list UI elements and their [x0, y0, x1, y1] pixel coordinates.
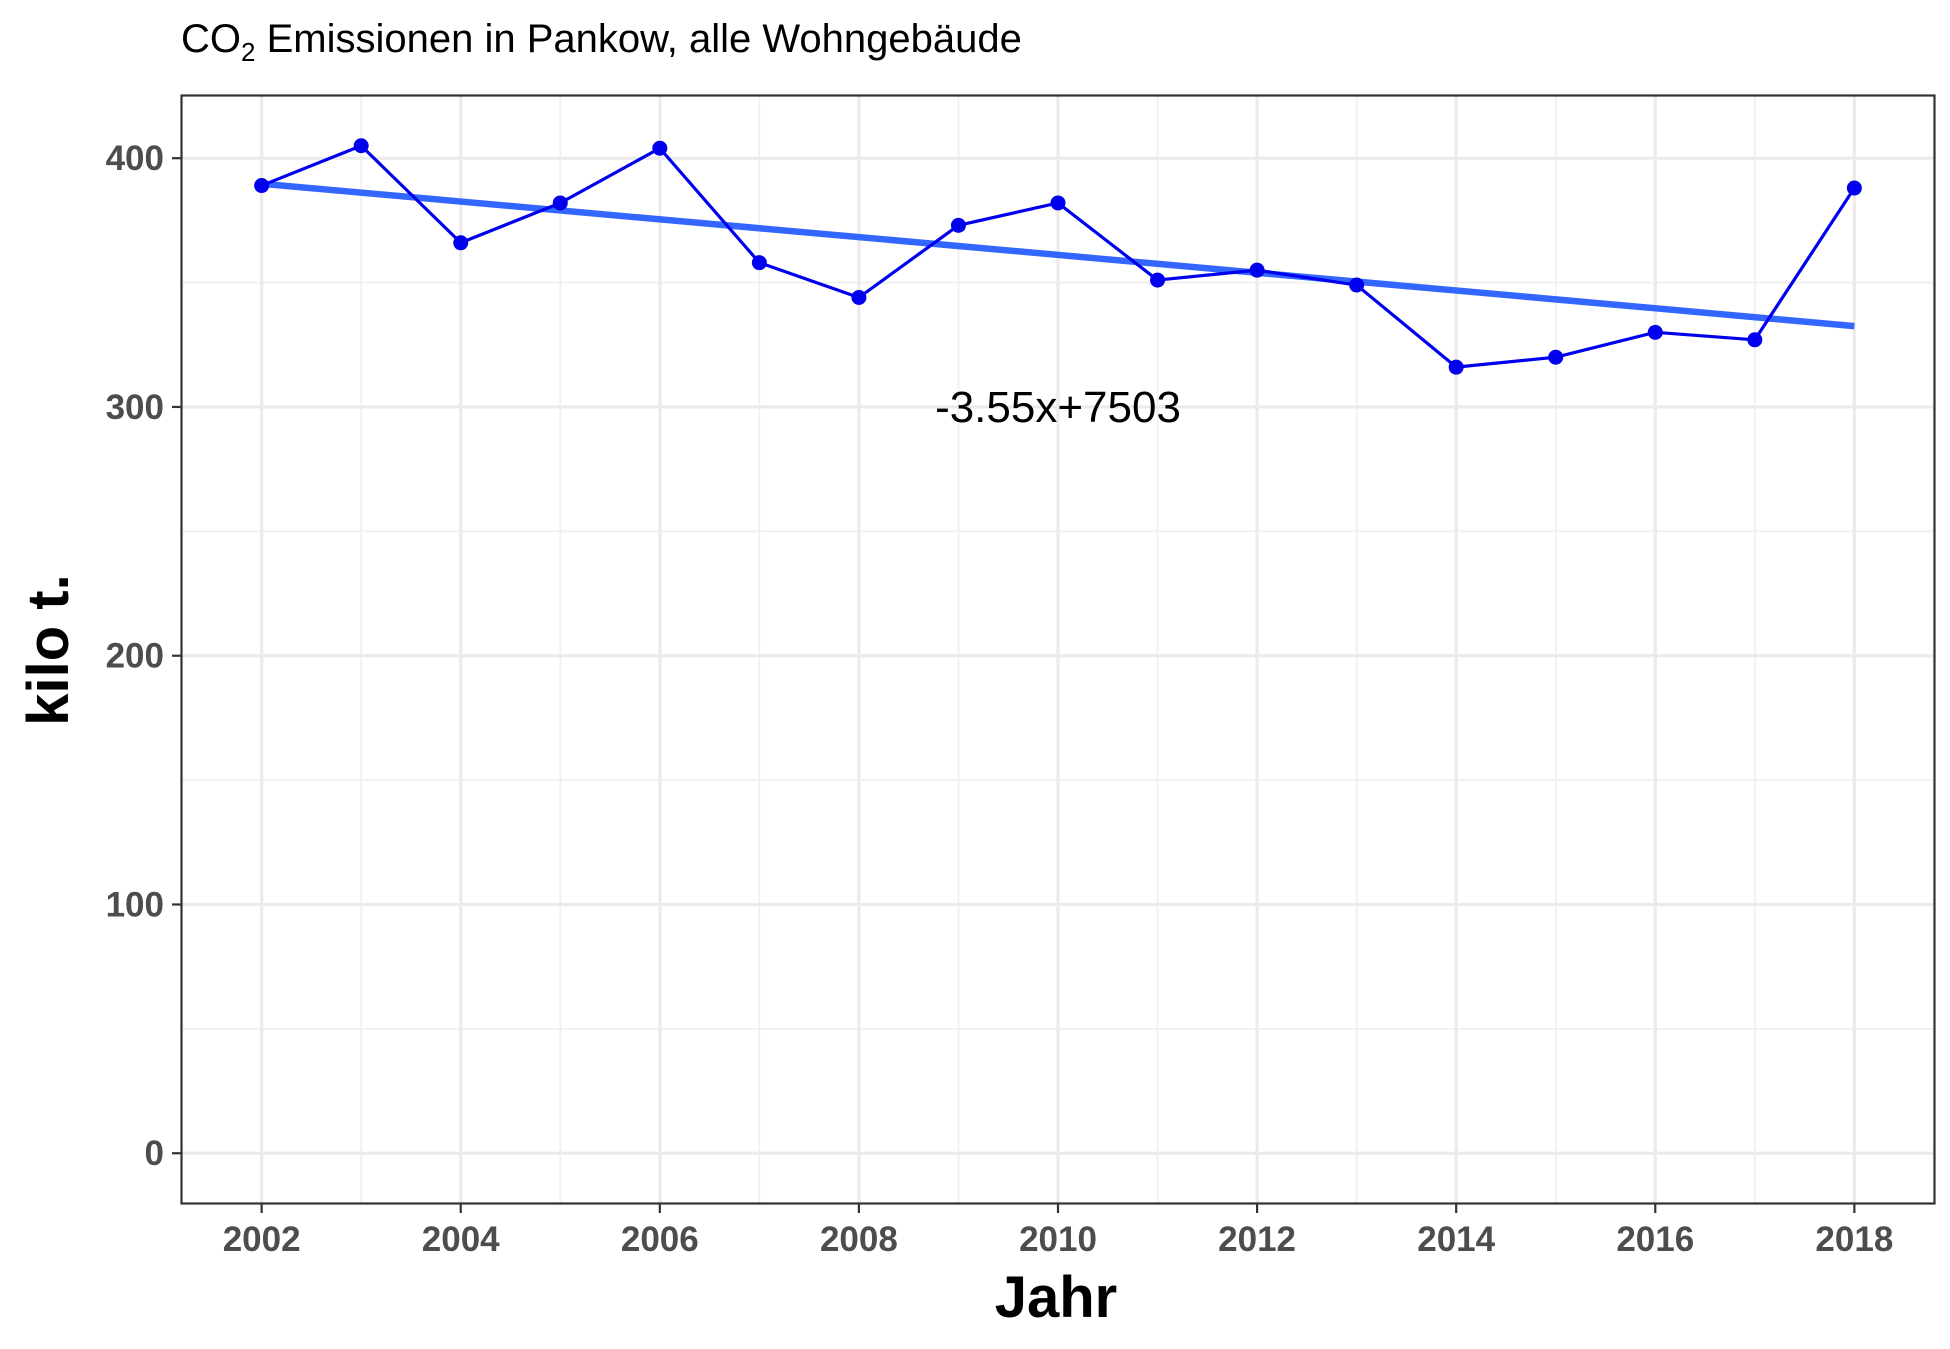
x-axis: 2002 2004 2006 2008 2010 2012 2014 2016 2018 — [223, 1203, 1893, 1259]
trend-layer — [261, 180, 1855, 330]
chart-title-rest: Emissionen in Pankow, alle Wohngebäude — [255, 17, 1021, 61]
y-tick-label: 300 — [106, 388, 164, 427]
x-axis-title: Jahr — [995, 1265, 1118, 1330]
data-point — [751, 255, 767, 271]
x-tick-label: 2016 — [1616, 1220, 1694, 1259]
y-axis-title: kilo t. — [16, 574, 81, 725]
data-point — [1050, 195, 1066, 211]
y-tick-label: 100 — [106, 885, 164, 924]
data-point — [1647, 324, 1663, 340]
data-point — [851, 289, 867, 305]
chart-title-prefix: CO — [181, 17, 241, 61]
y-tick-label: 400 — [106, 139, 164, 178]
data-point — [552, 195, 568, 211]
data-point — [1150, 272, 1166, 288]
data-point — [1448, 359, 1464, 375]
y-axis: 0 100 200 300 400 — [106, 139, 182, 1173]
y-tick-label: 0 — [145, 1134, 164, 1173]
x-tick-label: 2012 — [1218, 1220, 1296, 1259]
data-point — [453, 235, 469, 251]
x-tick-label: 2008 — [820, 1220, 898, 1259]
series-layer — [254, 138, 1862, 375]
trend-line — [261, 180, 1855, 330]
data-point — [1349, 277, 1365, 293]
data-point — [652, 140, 668, 156]
data-point — [254, 178, 270, 194]
trend-equation-label: -3.55x+7503 — [935, 383, 1181, 432]
chart-title: CO2 Emissionen in Pankow, alle Wohngebäu… — [181, 17, 1022, 67]
x-tick-label: 2010 — [1019, 1220, 1097, 1259]
x-tick-label: 2006 — [621, 1220, 699, 1259]
chart-title-subscript: 2 — [241, 37, 255, 67]
x-tick-label: 2014 — [1417, 1220, 1495, 1259]
x-tick-label: 2002 — [223, 1220, 301, 1259]
data-point — [1548, 349, 1564, 365]
x-tick-label: 2018 — [1815, 1220, 1893, 1259]
x-tick-label: 2004 — [422, 1220, 500, 1259]
y-tick-label: 200 — [106, 637, 164, 676]
data-point — [950, 217, 966, 233]
data-point — [1846, 180, 1862, 196]
major-gridlines — [182, 96, 1934, 1203]
data-point — [1249, 262, 1265, 278]
data-point — [353, 138, 369, 154]
data-point — [1747, 332, 1763, 348]
